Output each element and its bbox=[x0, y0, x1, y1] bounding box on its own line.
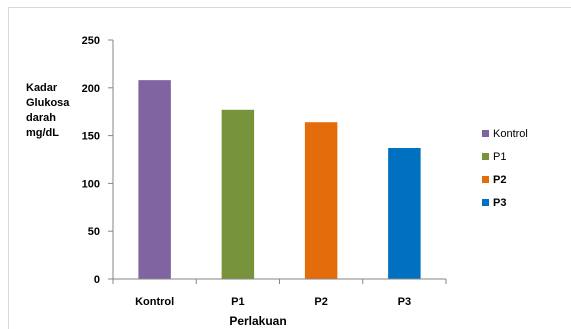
legend-item-p3: P3 bbox=[482, 191, 528, 214]
y-tick-label: 200 bbox=[82, 83, 100, 95]
y-tick-label: 250 bbox=[82, 35, 100, 47]
legend: Kontrol P1 P2 P3 bbox=[482, 122, 528, 214]
x-axis: Kontrol P1 P2 P3 bbox=[112, 278, 447, 308]
legend-swatch bbox=[482, 130, 489, 137]
chart-border-top bbox=[8, 7, 571, 8]
x-tick-label: P3 bbox=[398, 296, 411, 308]
bar-p1 bbox=[221, 109, 255, 280]
x-tick-label: Kontrol bbox=[135, 296, 174, 308]
bar-p2 bbox=[304, 122, 338, 279]
legend-item-kontrol: Kontrol bbox=[482, 122, 528, 145]
legend-swatch bbox=[482, 176, 489, 183]
bars bbox=[138, 80, 421, 280]
bar-kontrol bbox=[138, 80, 171, 279]
x-tick-label: P1 bbox=[231, 296, 244, 308]
y-tick-label: 100 bbox=[82, 178, 100, 190]
legend-item-p2: P2 bbox=[482, 168, 528, 191]
legend-label: P3 bbox=[493, 196, 507, 209]
legend-item-p1: P1 bbox=[482, 145, 528, 168]
y-axis: 0 50 100 150 200 250 bbox=[82, 35, 114, 286]
legend-label: P2 bbox=[493, 173, 507, 186]
x-tick-label: P2 bbox=[314, 296, 327, 308]
y-axis-label: Kadar Glukosa darah mg/dL bbox=[26, 82, 70, 139]
x-axis-label: Perlakuan bbox=[229, 314, 287, 328]
legend-swatch bbox=[482, 153, 489, 160]
y-tick-label: 50 bbox=[88, 226, 100, 238]
y-tick-label: 0 bbox=[94, 274, 100, 286]
bar-p3 bbox=[388, 148, 421, 279]
legend-label: P1 bbox=[493, 150, 507, 163]
y-tick-label: 150 bbox=[82, 131, 100, 143]
chart-border-left bbox=[8, 7, 9, 329]
legend-swatch bbox=[482, 199, 489, 206]
legend-label: Kontrol bbox=[493, 127, 528, 140]
